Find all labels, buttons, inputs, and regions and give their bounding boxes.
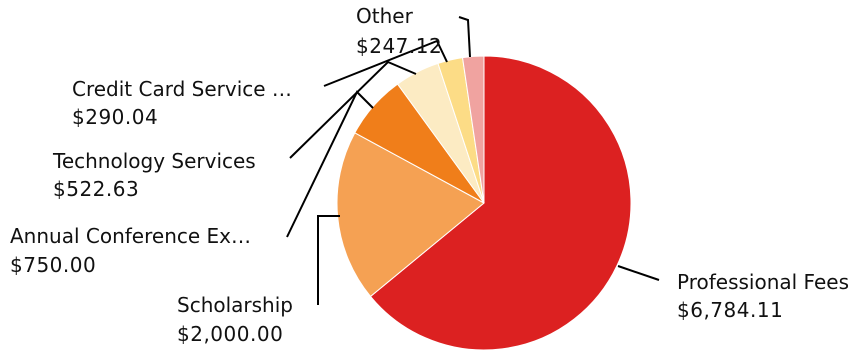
slice-name-label: Technology Services (52, 149, 256, 173)
leader-line (323, 39, 448, 87)
slice-value-label: $750.00 (10, 253, 96, 277)
slice-labels: Professional Fees $6,784.11 Scholarship $2,… (10, 4, 849, 346)
pie-slices (336, 55, 632, 351)
slice-name-label: Credit Card Service … (72, 77, 292, 101)
slice-value-label: $290.04 (72, 105, 158, 129)
slice-value-label: $2,000.00 (177, 322, 283, 346)
leader-line (317, 215, 340, 305)
slice-name-label: Professional Fees (677, 270, 849, 294)
pie-slice[interactable] (369, 55, 632, 351)
leader-line (289, 60, 417, 159)
slice-value-label: $247.12 (356, 34, 442, 58)
slice-value-label: $6,784.11 (677, 298, 783, 322)
leader-lines (286, 16, 660, 305)
leader-line (617, 265, 660, 281)
slice-name-label: Annual Conference Ex… (10, 224, 251, 248)
pie-slice[interactable] (461, 55, 485, 204)
pie-slice[interactable] (336, 132, 485, 298)
slice-value-label: $522.63 (53, 177, 139, 201)
slice-name-label: Scholarship (177, 293, 293, 317)
slice-name-label: Other (356, 4, 414, 28)
leader-line (458, 16, 471, 58)
